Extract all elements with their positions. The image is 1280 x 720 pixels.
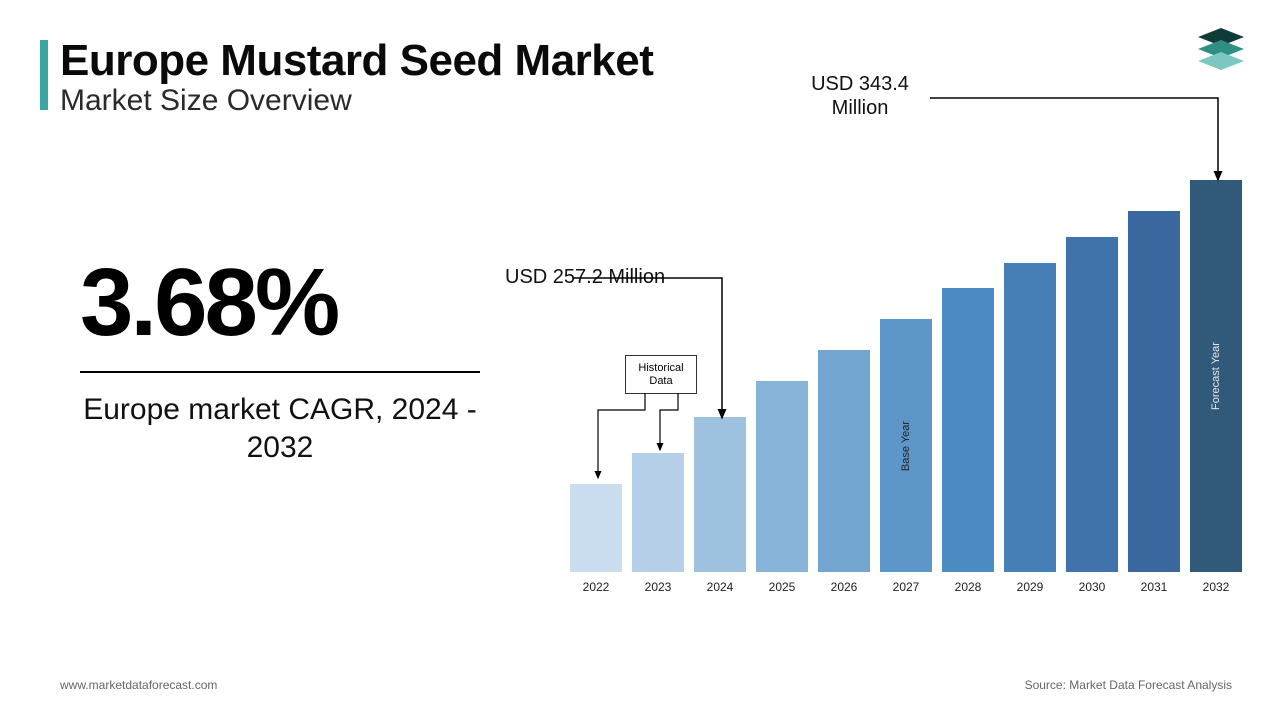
bar-2024: 2024 bbox=[694, 417, 746, 572]
footer-url: www.marketdataforecast.com bbox=[60, 678, 217, 692]
cagr-divider bbox=[80, 371, 480, 373]
bar-year-label: 2023 bbox=[632, 580, 684, 594]
bar-fill bbox=[818, 350, 870, 572]
bar-year-label: 2027 bbox=[880, 580, 932, 594]
bar-year-label: 2030 bbox=[1066, 580, 1118, 594]
bar-2031: 2031 bbox=[1128, 211, 1180, 572]
base-year-text: Base Year bbox=[900, 420, 912, 470]
callout-end-value: USD 343.4 Million bbox=[790, 72, 930, 120]
bar-year-label: 2029 bbox=[1004, 580, 1056, 594]
bar-group: 202220232024202520262027Base Year2028202… bbox=[570, 180, 1250, 572]
cagr-block: 3.68% Europe market CAGR, 2024 - 2032 bbox=[80, 255, 500, 466]
bar-2028: 2028 bbox=[942, 288, 994, 572]
forecast-year-text: Forecast Year bbox=[1210, 342, 1222, 410]
bar-fill bbox=[1004, 263, 1056, 572]
title-accent-bar bbox=[40, 40, 48, 110]
bar-chart: 202220232024202520262027Base Year2028202… bbox=[570, 180, 1250, 600]
page-root: Europe Mustard Seed Market Market Size O… bbox=[0, 0, 1280, 720]
bar-2025: 2025 bbox=[756, 381, 808, 572]
bar-fill bbox=[1128, 211, 1180, 572]
bar-2027: 2027Base Year bbox=[880, 319, 932, 572]
logo-layer-bot bbox=[1198, 52, 1244, 70]
bar-2029: 2029 bbox=[1004, 263, 1056, 572]
arrow-end-value bbox=[930, 98, 1218, 180]
bar-fill bbox=[1066, 237, 1118, 572]
bar-year-label: 2024 bbox=[694, 580, 746, 594]
bar-fill bbox=[756, 381, 808, 572]
bar-2022: 2022 bbox=[570, 484, 622, 572]
footer-source: Source: Market Data Forecast Analysis bbox=[1025, 678, 1232, 692]
bar-fill bbox=[942, 288, 994, 572]
bar-2030: 2030 bbox=[1066, 237, 1118, 572]
bar-year-label: 2031 bbox=[1128, 580, 1180, 594]
bar-fill bbox=[694, 417, 746, 572]
cagr-label: Europe market CAGR, 2024 - 2032 bbox=[80, 391, 480, 466]
bar-2032: 2032Forecast Year bbox=[1190, 180, 1242, 572]
bar-year-label: 2026 bbox=[818, 580, 870, 594]
bar-2023: 2023 bbox=[632, 453, 684, 572]
cagr-value: 3.68% bbox=[80, 255, 500, 351]
bar-fill bbox=[632, 453, 684, 572]
bar-2026: 2026 bbox=[818, 350, 870, 572]
bar-year-label: 2032 bbox=[1190, 580, 1242, 594]
brand-logo-icon bbox=[1196, 28, 1246, 74]
bar-fill bbox=[570, 484, 622, 572]
bar-year-label: 2028 bbox=[942, 580, 994, 594]
bar-year-label: 2025 bbox=[756, 580, 808, 594]
page-title: Europe Mustard Seed Market bbox=[60, 36, 653, 86]
page-subtitle: Market Size Overview bbox=[60, 84, 352, 118]
bar-year-label: 2022 bbox=[570, 580, 622, 594]
